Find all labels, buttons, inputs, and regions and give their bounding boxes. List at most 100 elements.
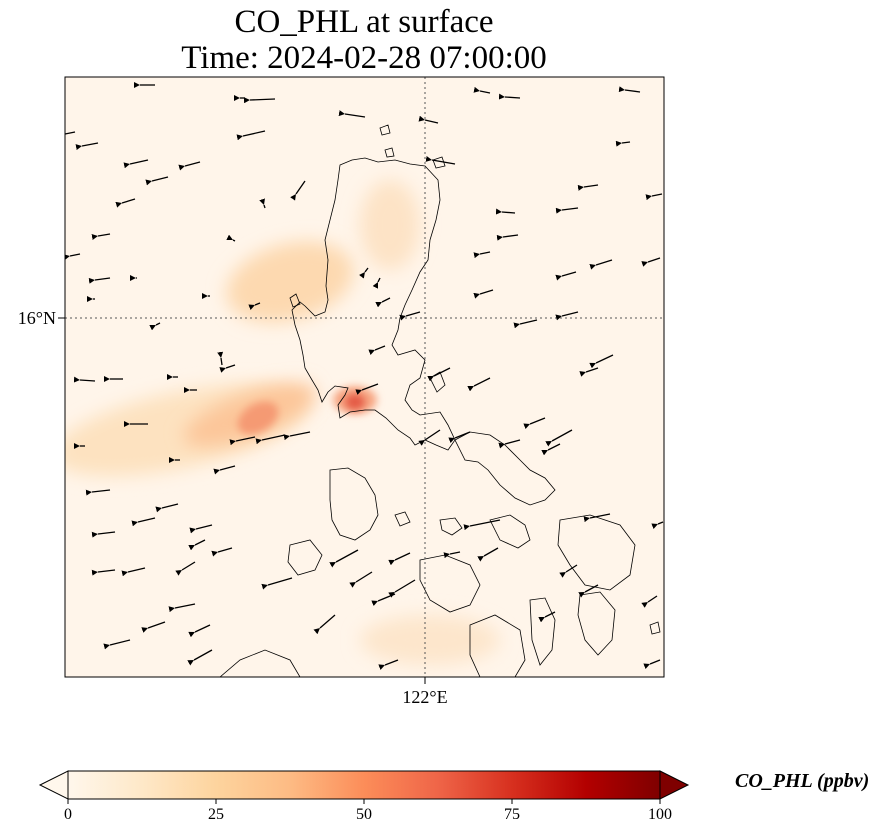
wind-vector xyxy=(149,322,161,331)
coastline-negros xyxy=(469,614,526,677)
wind-vector xyxy=(359,267,369,279)
gridlines xyxy=(65,77,664,677)
wind-vector xyxy=(91,233,111,240)
wind-vector xyxy=(641,257,661,267)
wind-vector xyxy=(541,443,561,456)
wind-vector xyxy=(555,311,579,321)
wind-vector xyxy=(583,513,611,523)
wind-vector xyxy=(368,345,386,356)
wind-vector xyxy=(498,439,521,449)
wind-vector xyxy=(473,86,491,94)
wind-vector xyxy=(349,571,373,588)
coastline-panay xyxy=(419,554,481,613)
wind-vector xyxy=(498,93,521,100)
wind-vector xyxy=(388,552,411,566)
colorbar-tick-75: 75 xyxy=(504,806,520,823)
wind-vector xyxy=(538,611,556,623)
coastline-palawan-north xyxy=(287,539,323,576)
wind-vector xyxy=(523,417,546,430)
wind-vector xyxy=(121,567,146,577)
wind-vector xyxy=(589,354,614,369)
wind-vector xyxy=(589,259,613,270)
wind-vector xyxy=(217,351,224,366)
wind-vector xyxy=(427,367,451,382)
wind-vector xyxy=(473,251,491,259)
wind-vector xyxy=(513,319,538,329)
colorbar-tick-100: 100 xyxy=(648,806,672,823)
wind-vector xyxy=(229,436,256,446)
coastline-cebu xyxy=(529,597,556,666)
wind-vector xyxy=(131,517,156,527)
wind-vector xyxy=(641,595,658,608)
wind-vector xyxy=(473,289,494,299)
wind-vector xyxy=(211,547,233,557)
wind-vector xyxy=(418,115,439,124)
coastline-leyte xyxy=(577,591,616,656)
wind-vector xyxy=(371,593,396,607)
wind-vector xyxy=(103,639,131,650)
concentration-background xyxy=(65,77,664,677)
colorbar-gradient xyxy=(67,770,661,800)
wind-vector xyxy=(248,302,261,311)
wind-vector xyxy=(226,234,236,242)
wind-vector xyxy=(261,577,293,590)
wind-vector xyxy=(188,539,206,551)
wind-vector xyxy=(443,551,461,559)
colorbar-tick-25: 25 xyxy=(208,806,224,823)
wind-vector xyxy=(579,367,599,377)
wind-vector xyxy=(88,277,111,284)
wind-vector xyxy=(388,579,416,598)
coastline-bicol xyxy=(454,431,556,506)
wind-vector xyxy=(236,130,266,141)
colorbar-label: CO_PHL (ppbv) xyxy=(735,770,870,792)
colorbar-tick-0: 0 xyxy=(64,806,72,823)
wind-vector xyxy=(168,603,196,613)
wind-vector xyxy=(375,297,391,308)
title-line-variable: CO_PHL at surface xyxy=(234,4,494,40)
title-line-time: Time: 2024-02-28 07:00:00 xyxy=(181,40,547,76)
coastline-northern-luzon xyxy=(291,157,456,451)
wind-vector xyxy=(141,621,166,633)
wind-vector xyxy=(313,614,336,635)
wind-vector xyxy=(189,524,213,534)
wind-vector xyxy=(219,364,236,373)
wind-vector xyxy=(463,519,501,531)
wind-vector xyxy=(255,434,286,445)
wind-vector xyxy=(618,86,641,93)
wind-vector xyxy=(75,142,99,151)
colorbar xyxy=(38,770,690,804)
wind-vector xyxy=(495,208,516,215)
wind-vector xyxy=(651,521,664,530)
co-plume-field xyxy=(65,180,500,665)
wind-vector xyxy=(555,271,577,281)
wind-vector xyxy=(418,429,441,446)
wind-vector xyxy=(425,156,456,165)
wind-vector xyxy=(329,549,359,568)
wind-vector xyxy=(188,624,211,638)
wind-vector xyxy=(259,198,266,209)
wind-vector xyxy=(448,431,471,444)
wind-vector xyxy=(477,547,499,562)
colorbar-extend-high xyxy=(659,770,690,800)
wind-vector xyxy=(467,377,491,392)
wind-vector xyxy=(399,311,421,321)
wind-vector xyxy=(145,176,169,186)
wind-vector xyxy=(283,431,311,441)
coastline-mindanao-north xyxy=(219,649,301,677)
wind-vector xyxy=(355,383,379,395)
wind-vector xyxy=(615,140,631,147)
wind-vector xyxy=(65,131,76,135)
colorbar-tick-50: 50 xyxy=(356,806,372,823)
longitude-tick-label: 122°E xyxy=(402,687,448,707)
wind-vector xyxy=(85,489,111,496)
coastlines xyxy=(219,124,661,677)
wind-vector xyxy=(555,207,579,214)
wind-vector xyxy=(175,561,196,576)
wind-vector xyxy=(372,277,381,289)
wind-vector xyxy=(496,234,519,241)
coastline-masbate xyxy=(489,514,531,549)
wind-vector xyxy=(578,584,599,598)
wind-vector xyxy=(290,180,306,201)
wind-vector xyxy=(338,110,366,118)
